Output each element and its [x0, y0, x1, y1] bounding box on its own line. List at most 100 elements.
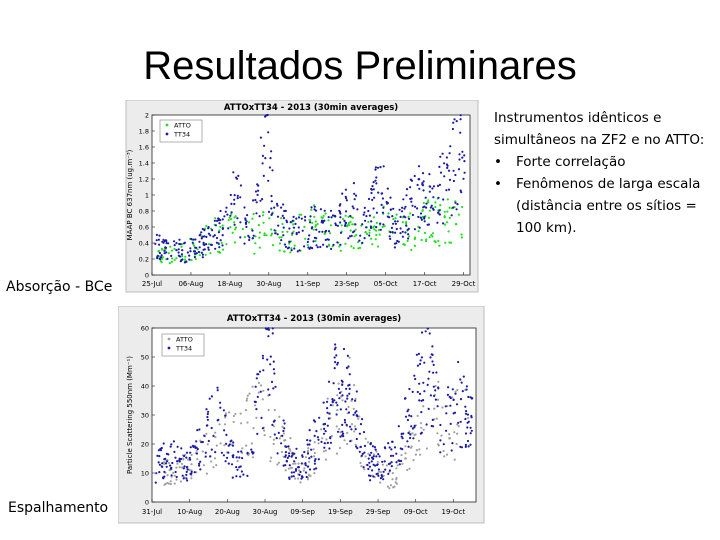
data-point [156, 254, 159, 257]
data-point [301, 476, 304, 479]
data-point [261, 214, 265, 217]
data-point [184, 255, 187, 258]
data-point [196, 248, 199, 251]
data-point [367, 197, 371, 201]
data-point [398, 463, 401, 466]
data-point [328, 412, 331, 415]
data-point [307, 447, 310, 450]
data-point [361, 452, 364, 455]
data-point [451, 442, 454, 445]
data-point [214, 217, 217, 220]
data-point [368, 229, 371, 232]
data-point [447, 188, 451, 191]
data-point [158, 463, 161, 466]
data-point [420, 238, 423, 242]
data-point [194, 257, 197, 261]
data-point [417, 439, 421, 442]
data-point [227, 444, 230, 447]
data-point [331, 401, 334, 404]
data-point [327, 380, 331, 383]
data-point [371, 469, 374, 472]
data-point [255, 416, 258, 419]
data-point [353, 384, 356, 387]
data-point [451, 127, 454, 131]
data-point [176, 462, 179, 465]
data-point [341, 383, 344, 386]
data-point [166, 481, 169, 485]
data-point [423, 216, 426, 219]
data-point [282, 464, 285, 467]
data-point [331, 398, 334, 401]
data-point [464, 443, 467, 447]
data-point [454, 390, 457, 393]
data-point [292, 215, 295, 218]
data-point [419, 212, 423, 215]
data-point [175, 242, 178, 245]
data-point [297, 216, 301, 219]
data-point [359, 461, 362, 464]
data-point [214, 451, 217, 454]
data-point [379, 222, 382, 225]
data-point [233, 223, 236, 226]
data-point [469, 426, 472, 429]
data-point [259, 199, 262, 202]
data-point [366, 232, 369, 236]
y-tick-label: 50 [141, 354, 149, 362]
data-point [358, 432, 361, 435]
data-point [270, 228, 273, 231]
data-point [219, 401, 222, 404]
data-point [313, 208, 316, 211]
data-point [386, 202, 389, 205]
data-point [261, 398, 264, 401]
data-point [314, 239, 317, 243]
data-point [420, 411, 423, 414]
data-point [154, 242, 157, 245]
data-point [308, 443, 311, 446]
data-point [419, 359, 422, 362]
data-point [338, 391, 342, 394]
data-point [384, 468, 387, 471]
data-point [306, 452, 310, 455]
data-point [270, 200, 273, 203]
data-point [350, 245, 353, 248]
data-point [196, 458, 199, 461]
data-point [255, 201, 258, 204]
data-point [201, 256, 204, 259]
data-point [273, 229, 276, 232]
data-point [281, 222, 284, 226]
data-point [354, 223, 357, 226]
data-point [336, 241, 339, 244]
data-point [454, 201, 457, 204]
data-point [265, 114, 268, 117]
data-point [381, 211, 385, 214]
data-point [296, 250, 299, 253]
data-point [463, 160, 466, 163]
data-point [256, 432, 259, 435]
data-point [391, 215, 394, 218]
data-point [189, 250, 192, 253]
data-point [313, 236, 316, 239]
data-point [435, 371, 438, 374]
x-tick-label: 29-Sep [366, 508, 391, 516]
data-point [297, 226, 300, 229]
data-point [428, 185, 431, 188]
data-point [241, 227, 244, 231]
data-point [407, 233, 410, 236]
data-point [216, 389, 219, 392]
data-point [158, 455, 161, 458]
data-point [183, 465, 186, 468]
data-point [351, 205, 354, 208]
data-point [426, 383, 429, 386]
data-point [297, 231, 300, 234]
data-point [438, 244, 441, 247]
data-point [375, 455, 378, 458]
data-point [169, 464, 172, 467]
data-point [425, 423, 428, 426]
data-point [354, 443, 357, 446]
data-point [339, 249, 342, 252]
data-point [359, 445, 362, 448]
data-point [190, 237, 193, 241]
data-point [333, 367, 336, 370]
data-point [344, 223, 347, 227]
data-point [405, 221, 408, 224]
